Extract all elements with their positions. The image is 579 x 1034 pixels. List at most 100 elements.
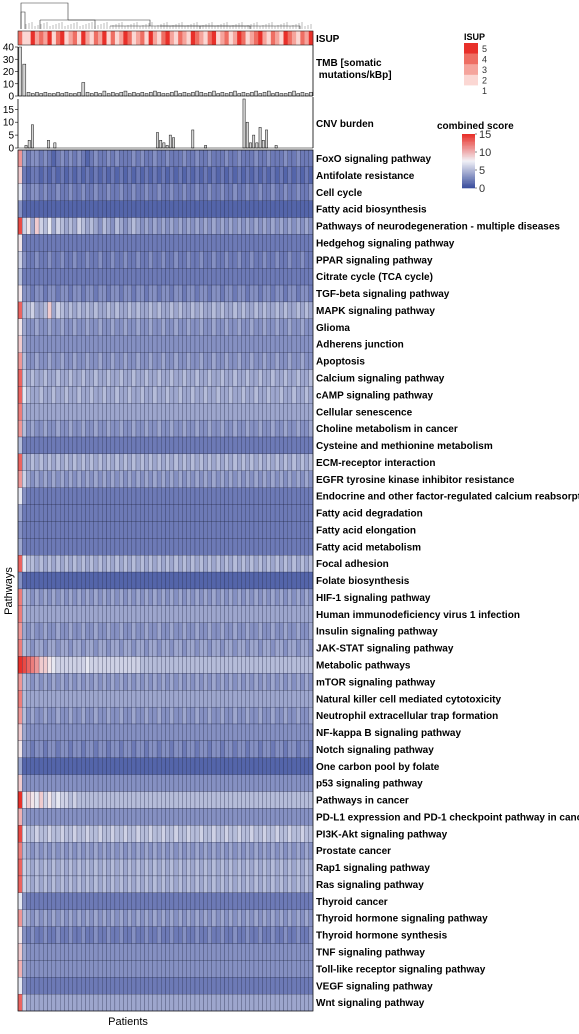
heatmap-cell bbox=[34, 993, 40, 1012]
heatmap-cell bbox=[291, 842, 297, 860]
cnv-bar bbox=[249, 142, 252, 149]
heatmap-cell bbox=[165, 200, 170, 218]
heatmap-cell bbox=[279, 166, 284, 184]
heatmap-cell bbox=[178, 605, 183, 623]
heatmap-cell bbox=[274, 555, 280, 573]
heatmap-cell bbox=[131, 825, 137, 843]
heatmap-cell bbox=[300, 301, 305, 319]
heatmap-cell bbox=[43, 352, 48, 370]
heatmap-cell bbox=[241, 605, 246, 623]
heatmap-cell bbox=[203, 403, 208, 421]
heatmap-cell bbox=[220, 487, 225, 505]
heatmap-cell bbox=[97, 825, 103, 843]
heatmap-cell bbox=[211, 639, 217, 657]
heatmap-cell bbox=[51, 622, 57, 640]
heatmap-cell bbox=[182, 892, 187, 910]
heatmap-cell bbox=[102, 892, 107, 910]
isup-cell bbox=[34, 31, 40, 45]
heatmap-cell bbox=[119, 335, 124, 353]
heatmap-cell bbox=[215, 369, 221, 387]
heatmap-cell bbox=[140, 183, 145, 201]
heatmap-cell bbox=[26, 740, 31, 758]
heatmap-cell bbox=[224, 149, 229, 168]
heatmap-cell bbox=[161, 757, 166, 775]
heatmap-cell bbox=[135, 639, 141, 657]
heatmap-cell bbox=[97, 419, 103, 438]
heatmap-cell bbox=[76, 960, 82, 978]
heatmap-cell bbox=[68, 757, 73, 775]
heatmap-cell bbox=[279, 791, 284, 809]
heatmap-cell bbox=[245, 369, 250, 387]
heatmap-cell bbox=[114, 386, 120, 404]
heatmap-cell bbox=[22, 251, 27, 269]
heatmap-cell bbox=[135, 217, 141, 235]
heatmap-cell bbox=[186, 571, 191, 590]
heatmap-cell bbox=[182, 200, 187, 218]
heatmap-cell bbox=[232, 284, 238, 303]
heatmap-cell bbox=[215, 993, 221, 1012]
heatmap-cell bbox=[64, 673, 69, 691]
heatmap-cell bbox=[60, 892, 65, 910]
heatmap-cell bbox=[220, 403, 225, 421]
heatmap-cell bbox=[232, 943, 238, 961]
heatmap-cell bbox=[140, 268, 145, 286]
heatmap-cell bbox=[26, 521, 31, 539]
heatmap-cell bbox=[211, 335, 217, 353]
heatmap-cell bbox=[89, 757, 94, 775]
heatmap-cell bbox=[26, 183, 31, 201]
heatmap-cell bbox=[156, 977, 162, 995]
heatmap-cell bbox=[123, 673, 128, 691]
heatmap-cell bbox=[173, 538, 179, 556]
heatmap-cell bbox=[97, 757, 103, 775]
heatmap-cell bbox=[64, 301, 69, 319]
heatmap-cell bbox=[199, 369, 204, 387]
heatmap-cell bbox=[140, 842, 145, 860]
heatmap-cell bbox=[249, 774, 255, 792]
heatmap-cell bbox=[249, 335, 255, 353]
heatmap-cell bbox=[237, 993, 242, 1012]
heatmap-cell bbox=[241, 943, 246, 961]
heatmap-cell bbox=[119, 740, 124, 758]
heatmap-cell bbox=[245, 909, 250, 927]
pathway-label: p53 signaling pathway bbox=[316, 779, 423, 790]
heatmap-cell bbox=[165, 825, 170, 843]
heatmap-cell bbox=[232, 200, 238, 218]
heatmap-cell bbox=[76, 436, 82, 455]
pathway-label: Thyroid hormone synthesis bbox=[316, 931, 448, 942]
heatmap-cell bbox=[119, 538, 124, 556]
heatmap-cell bbox=[68, 234, 73, 252]
heatmap-cell bbox=[296, 825, 301, 843]
heatmap-cell bbox=[114, 369, 120, 387]
heatmap-cell bbox=[291, 926, 297, 944]
heatmap-cell bbox=[228, 774, 234, 792]
pathway-label: MAPK signaling pathway bbox=[316, 306, 435, 317]
heatmap-cell bbox=[119, 149, 124, 168]
heatmap-cell bbox=[43, 791, 48, 809]
heatmap-cell bbox=[262, 386, 267, 404]
heatmap-cell bbox=[47, 301, 52, 319]
heatmap-cell bbox=[291, 993, 297, 1012]
heatmap-cell bbox=[76, 977, 82, 995]
heatmap-cell bbox=[199, 690, 204, 708]
heatmap-cell bbox=[270, 487, 276, 505]
pathway-label: TNF signaling pathway bbox=[316, 948, 425, 959]
heatmap-cell bbox=[182, 436, 187, 455]
pathway-label: Notch signaling pathway bbox=[316, 745, 434, 756]
heatmap-cell bbox=[51, 419, 57, 438]
heatmap-cell bbox=[182, 690, 187, 708]
heatmap-cell bbox=[300, 521, 305, 539]
tmb-bar bbox=[195, 90, 199, 97]
heatmap-cell bbox=[291, 234, 297, 252]
isup-cell bbox=[110, 31, 116, 45]
heatmap-cell bbox=[38, 808, 44, 826]
heatmap-cell bbox=[178, 740, 183, 758]
colorbar-segment bbox=[462, 148, 475, 151]
heatmap-cell bbox=[165, 673, 170, 691]
heatmap-cell bbox=[194, 318, 200, 336]
heatmap-cell bbox=[26, 571, 31, 590]
heatmap-cell bbox=[194, 335, 200, 353]
heatmap-cell bbox=[102, 335, 107, 353]
heatmap-cell bbox=[68, 875, 73, 893]
heatmap-cell bbox=[178, 639, 183, 657]
isup-annotation-track bbox=[17, 30, 314, 46]
